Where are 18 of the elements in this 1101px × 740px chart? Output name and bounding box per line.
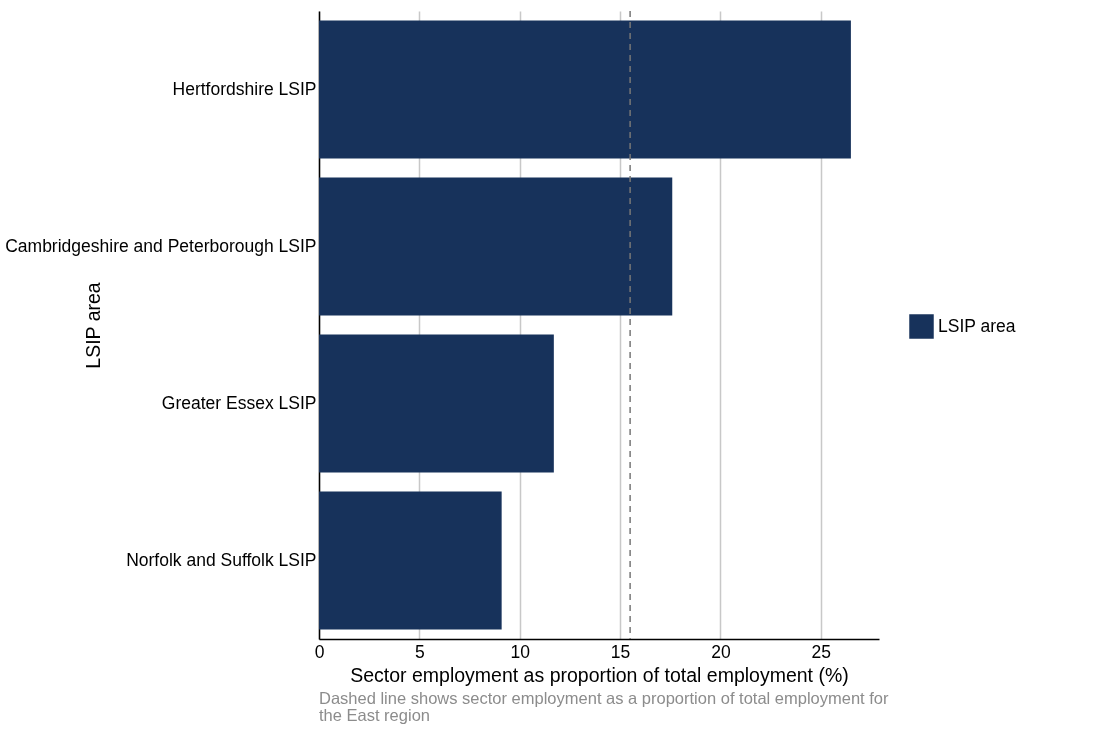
x-tick-label: 0 [314,641,325,662]
y-tick-label: Greater Essex LSIP [161,392,317,413]
y-axis-title: LSIP area [81,282,104,369]
x-axis-title: Sector employment as proportion of total employment (%) [350,664,849,686]
bar [319,177,673,316]
bar [319,491,502,630]
x-tick-label: 20 [711,641,731,662]
x-tick-label: 25 [811,641,832,662]
x-tick-label: 15 [610,641,631,662]
bar [319,20,851,159]
y-tick-label: Cambridgeshire and Peterborough LSIP [5,235,317,256]
text: Dashed line shows sector employment as a proportion of total employment for the East region [319,689,890,724]
y-tick-label: Hertfordshire LSIP [172,78,317,99]
y-tick-label: Norfolk and Suffolk LSIP [126,549,317,570]
x-tick-label: 10 [510,641,531,662]
legend-label: LSIP area [938,315,1016,336]
bar [319,334,554,473]
x-tick-label: 5 [414,641,425,662]
